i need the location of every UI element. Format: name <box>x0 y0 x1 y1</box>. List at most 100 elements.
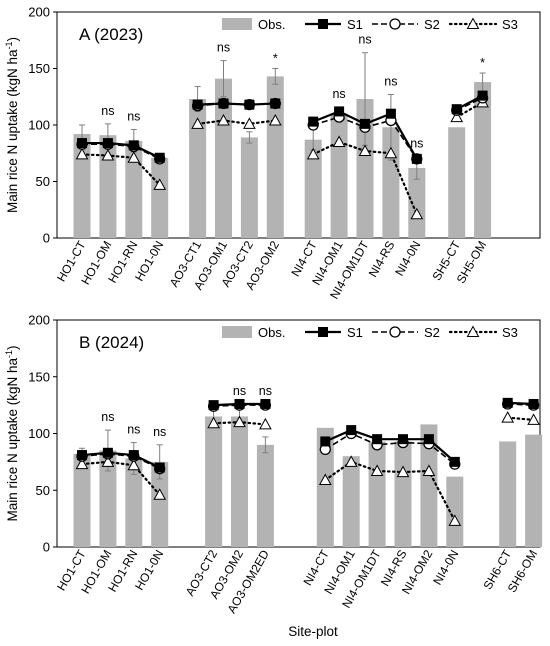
point-s3 <box>101 148 115 161</box>
obs-bar <box>368 441 386 547</box>
obs-bar <box>266 76 284 238</box>
significance-label: * <box>273 52 278 66</box>
point-s1 <box>260 398 271 409</box>
legend-label: S3 <box>502 17 518 32</box>
point-s1 <box>77 138 87 149</box>
significance-label: ns <box>259 384 272 398</box>
point-s1 <box>308 116 319 127</box>
obs-bar <box>342 456 360 547</box>
series-line-s3 <box>196 119 277 125</box>
significance-label: ns <box>127 110 140 124</box>
point-s1 <box>234 398 245 409</box>
obs-bar <box>525 434 543 547</box>
obs-bar <box>151 461 169 547</box>
point-s3 <box>501 411 515 423</box>
point-s1 <box>411 153 422 164</box>
significance-label: ns <box>153 425 166 439</box>
point-s3 <box>127 458 141 471</box>
point-s3 <box>370 464 384 476</box>
point-s3 <box>422 464 436 476</box>
point-s1 <box>154 152 165 163</box>
obs-bar <box>125 458 143 547</box>
significance-label: ns <box>217 41 230 55</box>
point-s1 <box>77 450 87 461</box>
point-s3 <box>306 147 320 160</box>
point-s1 <box>208 400 219 411</box>
y-tick-label: 200 <box>28 5 50 20</box>
obs-bar <box>99 135 117 238</box>
point-s3 <box>332 135 346 147</box>
obs-bar <box>356 99 374 238</box>
panel-title: A (2023) <box>79 25 143 44</box>
obs-bar <box>99 450 117 547</box>
point-s1 <box>320 436 331 447</box>
point-s1 <box>449 456 460 467</box>
legend-label: S2 <box>424 325 440 340</box>
point-s3 <box>396 465 410 478</box>
legend: Obs. S1 S2 S3 <box>222 325 518 340</box>
obs-bar <box>151 157 169 238</box>
y-tick-label: 0 <box>43 231 50 246</box>
point-s1 <box>502 397 513 408</box>
series-line-s1 <box>81 451 161 469</box>
category-label: NI4-0N <box>392 239 423 279</box>
point-s1 <box>154 462 165 473</box>
point-s1 <box>270 98 281 109</box>
series-line-s3 <box>80 153 161 186</box>
series-line-s1 <box>82 141 161 159</box>
point-s3 <box>527 413 540 425</box>
point-s3 <box>233 415 246 428</box>
point-s1 <box>372 434 383 445</box>
legend-swatch-obs <box>222 18 252 30</box>
obs-bar <box>125 140 143 238</box>
legend-label: S2 <box>424 17 440 32</box>
point-s1 <box>218 98 229 109</box>
point-s1 <box>334 106 345 117</box>
obs-bar <box>304 139 322 238</box>
y-tick-label: 100 <box>28 426 50 441</box>
x-axis-label: Site-plot <box>288 624 338 639</box>
point-s1 <box>360 118 370 129</box>
significance-label: ns <box>101 410 114 424</box>
point-s3 <box>318 473 332 486</box>
point-s3 <box>153 178 167 190</box>
point-s3 <box>448 514 462 526</box>
point-s1 <box>346 425 357 436</box>
point-s3 <box>75 147 89 160</box>
significance-label: ns <box>384 74 397 88</box>
obs-bar <box>240 137 258 238</box>
series-line-s3 <box>80 460 161 496</box>
y-tick-label: 150 <box>28 369 50 384</box>
legend: Obs. S1 S2 S3 <box>222 17 518 32</box>
point-s3 <box>410 207 424 220</box>
point-s3 <box>450 110 464 123</box>
obs-bar <box>215 78 232 238</box>
significance-label: ns <box>410 137 423 151</box>
point-s3 <box>268 113 282 126</box>
point-s3 <box>101 455 115 467</box>
point-s3 <box>344 455 358 467</box>
legend-swatch-obs <box>222 326 252 338</box>
obs-bar <box>499 441 517 547</box>
obs-bar <box>446 476 464 547</box>
point-s1 <box>451 104 462 115</box>
obs-bar <box>448 127 466 238</box>
category-label: NI4-RS <box>366 239 398 280</box>
legend-marker-s2 <box>389 18 401 30</box>
obs-bar <box>316 427 334 547</box>
series-line-s1 <box>197 102 276 106</box>
y-tick-label: 0 <box>43 540 50 555</box>
point-s1 <box>244 99 255 110</box>
obs-bar <box>394 441 412 547</box>
legend-label: S1 <box>347 17 363 32</box>
obs-bar <box>330 113 348 238</box>
legend-label: Obs. <box>258 325 285 340</box>
obs-bar <box>73 453 91 547</box>
significance-label: * <box>480 56 485 70</box>
point-s3 <box>217 113 230 126</box>
series-line-s3 <box>506 416 535 421</box>
point-s1 <box>477 90 488 101</box>
point-s3 <box>384 146 398 159</box>
significance-label: ns <box>332 87 345 101</box>
